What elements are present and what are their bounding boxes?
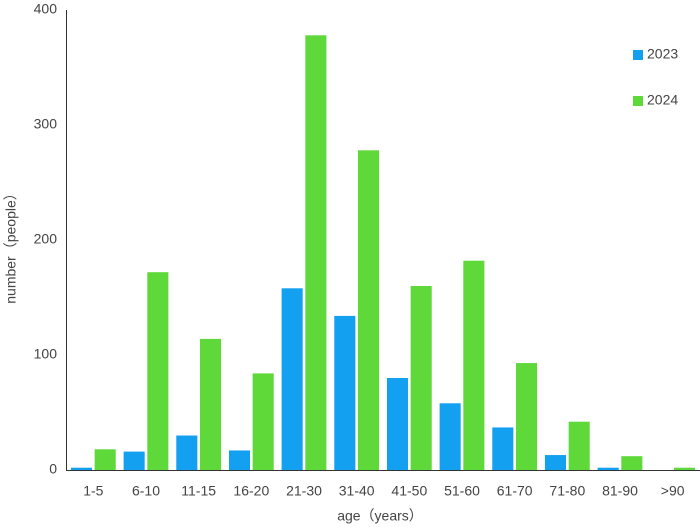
- legend-swatch: [633, 96, 643, 106]
- bar: [357, 150, 380, 471]
- bar: [386, 378, 409, 470]
- bar: [334, 315, 356, 470]
- y-tick-label: 200: [34, 231, 58, 247]
- x-tick-label: 61-70: [497, 483, 533, 499]
- legend-swatch: [633, 50, 643, 60]
- bar: [252, 373, 274, 470]
- bar: [199, 338, 222, 470]
- bar: [673, 467, 696, 470]
- y-axis-title: number（people）: [3, 186, 19, 304]
- bar: [463, 260, 485, 470]
- x-tick-label: 81-90: [602, 483, 638, 499]
- bar: [147, 272, 169, 470]
- legend-label: 2024: [647, 92, 678, 108]
- bar: [305, 35, 327, 471]
- bar: [439, 403, 461, 470]
- y-tick-label: 0: [49, 461, 57, 477]
- x-tick-label: 71-80: [549, 483, 585, 499]
- bar: [123, 451, 145, 470]
- bar: [568, 421, 590, 470]
- x-tick-label: 51-60: [444, 483, 480, 499]
- x-tick-label: 16-20: [233, 483, 269, 499]
- bar: [281, 288, 303, 470]
- bar: [544, 455, 567, 470]
- x-tick-label: 11-15: [181, 483, 216, 499]
- bar: [70, 467, 93, 470]
- bar: [410, 286, 432, 470]
- x-tick-label: 41-50: [391, 483, 427, 499]
- bar: [492, 427, 514, 470]
- x-tick-label: 6-10: [132, 483, 160, 499]
- y-tick-label: 400: [34, 1, 58, 17]
- x-axis-title: age（years）: [337, 508, 423, 524]
- bar: [597, 467, 619, 470]
- bar: [176, 435, 198, 470]
- bar: [515, 363, 538, 470]
- x-tick-label: 1-5: [83, 483, 103, 499]
- y-tick-label: 100: [34, 346, 58, 362]
- x-tick-label: 21-30: [286, 483, 322, 499]
- x-tick-label: >90: [661, 483, 685, 499]
- y-tick-label: 300: [34, 116, 58, 132]
- legend-label: 2023: [647, 46, 678, 62]
- bar: [94, 449, 116, 470]
- bar: [621, 456, 643, 470]
- x-tick-label: 31-40: [339, 483, 375, 499]
- bar: [228, 450, 251, 470]
